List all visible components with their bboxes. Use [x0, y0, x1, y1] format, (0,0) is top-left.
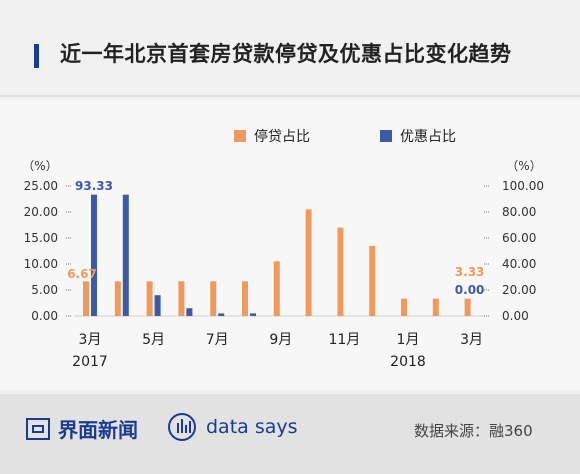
x-axis-tick-label: 1月	[397, 332, 420, 348]
data-label: 6.67	[67, 267, 97, 281]
bar-youhui	[186, 308, 193, 316]
bar-tingdai	[273, 261, 280, 316]
left-axis-tick-label: 10.00	[24, 257, 58, 271]
data-label: 3.33	[455, 265, 485, 279]
legend-swatch	[380, 130, 392, 142]
bar-tingdai	[114, 281, 121, 316]
right-axis-tick-label: 40.00	[502, 257, 536, 271]
bar-youhui	[91, 194, 97, 316]
x-axis-tick-label: 3月	[79, 332, 102, 348]
right-axis-tick-label: 60.00	[502, 231, 536, 245]
right-axis-tick-label: 80.00	[502, 205, 536, 219]
bar-chart: （%） 0.00 5.00 10.00 15.00 20.00 25.00 （%） 0.00 20…	[22, 128, 544, 370]
bar-youhui	[122, 194, 129, 316]
bar-tingdai	[464, 298, 471, 316]
bar-youhui	[154, 295, 161, 316]
legend-label: 优惠占比	[400, 129, 456, 145]
bar-tingdai	[242, 281, 248, 316]
bar-tingdai	[210, 281, 217, 316]
jiemian-logo-icon	[26, 418, 50, 440]
bar-tingdai	[178, 281, 185, 316]
title-divider	[0, 95, 580, 97]
left-axis-tick-label: 5.00	[31, 283, 58, 297]
data-says-logo-icon	[168, 413, 196, 441]
right-axis-tick-label: 20.00	[502, 283, 536, 297]
bar-tingdai	[369, 245, 376, 316]
left-axis-tick-label: 20.00	[24, 205, 58, 219]
partner-name: data says	[206, 416, 298, 438]
data-label: 93.33	[75, 179, 113, 193]
left-axis-tick-label: 15.00	[24, 231, 58, 245]
x-axis-tick-label: 7月	[206, 332, 229, 348]
left-axis-tick-label: 25.00	[24, 179, 58, 193]
x-axis-tick-label: 9月	[269, 332, 292, 348]
right-axis-tick-label: 100.00	[502, 179, 544, 193]
bar-tingdai	[305, 209, 312, 316]
bar-youhui	[250, 313, 256, 316]
legend-swatch	[234, 130, 246, 142]
footer	[0, 394, 580, 474]
bar-tingdai	[83, 281, 89, 316]
title-accent-bar	[34, 44, 39, 68]
bar-youhui	[218, 313, 225, 316]
data-label: 0.00	[455, 283, 485, 297]
x-axis-tick-label: 5月	[142, 332, 165, 348]
right-axis-tick-label: 0.00	[502, 309, 529, 323]
x-axis-tick-label: 3月	[460, 332, 483, 348]
x-axis-year-label: 2018	[390, 354, 426, 370]
bar-tingdai	[401, 298, 407, 316]
bar-tingdai	[146, 281, 153, 316]
legend-label: 停贷占比	[254, 128, 310, 145]
bar-tingdai	[337, 227, 344, 316]
x-axis-year-label: 2017	[72, 354, 108, 370]
left-axis-tick-label: 0.00	[31, 309, 58, 323]
x-axis-tick-label: 11月	[328, 332, 360, 348]
data-source: 数据来源：融360	[414, 422, 533, 440]
bar-tingdai	[432, 298, 439, 316]
right-axis-unit: （%）	[506, 159, 541, 173]
left-axis-unit: （%）	[22, 159, 57, 173]
chart-title: 近一年北京首套房贷款停贷及优惠占比变化趋势	[60, 42, 512, 66]
brand-name: 界面新闻	[58, 418, 138, 442]
